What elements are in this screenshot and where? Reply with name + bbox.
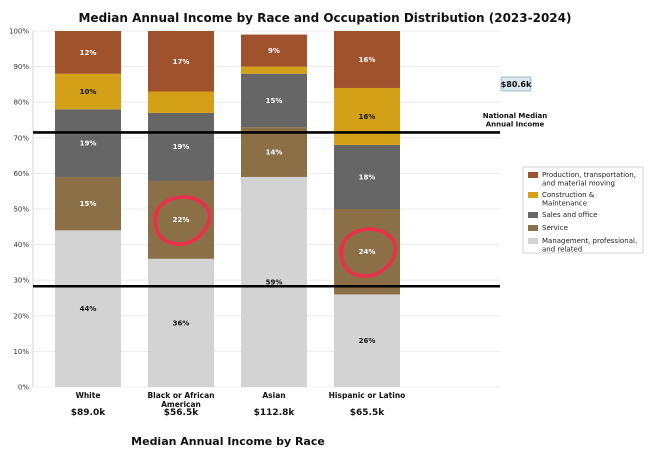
y-axis-ticks: 0% 10% 20% 30% 40% 50% 60% 70% 80% 90% 100%: [9, 28, 29, 392]
highlight-circle: [339, 227, 397, 278]
y-tick-label: 20%: [13, 312, 29, 320]
legend-entry: Management, professional, and related: [542, 237, 637, 254]
bar-value-label: 24%: [359, 248, 376, 256]
bars: 44% 15% 19% 10% 12% 36% 22% 19% 17% 59% 14% 15% 9% 26…: [55, 31, 400, 387]
bar-value-label: 9%: [268, 47, 280, 55]
y-tick-label: 80%: [13, 99, 29, 107]
bar-segment: [241, 73, 307, 128]
bar-segment: [148, 91, 214, 113]
x-category-label-line: American: [161, 400, 201, 409]
reference-value: $80.6k: [501, 80, 532, 89]
legend-swatch: [528, 172, 538, 178]
legend-entry: Production, transportation, and material …: [542, 171, 636, 188]
x-category-label: Hispanic or Latino: [329, 391, 406, 400]
bar-segment: [55, 176, 121, 231]
x-category-label: Black or African American: [147, 391, 214, 409]
y-tick-label: 30%: [13, 277, 29, 285]
bar-segment: [148, 258, 214, 387]
legend-entry-line: Production, transportation,: [542, 171, 636, 179]
highlight-circles: [153, 195, 397, 278]
bar-segment: [241, 176, 307, 387]
y-tick-label: 10%: [13, 348, 29, 356]
bar-value-label: 17%: [173, 58, 190, 66]
bar-value-label: 22%: [173, 216, 190, 224]
x-axis-labels: White $89.0k Black or African American$56.5…: [71, 391, 406, 418]
bar-segment: [334, 87, 400, 145]
bar-segment: [55, 31, 121, 74]
bar-segment: [241, 34, 307, 67]
reference-label-line: National Median: [483, 112, 548, 120]
income-label: $65.5k: [350, 408, 385, 418]
bar-segment: [148, 31, 214, 92]
legend-entry-line: Sales and office: [542, 211, 597, 219]
bar-segment: [334, 144, 400, 209]
bar-value-label: 16%: [359, 56, 376, 64]
chart-title: Median Annual Income by Race and Occupat…: [78, 11, 571, 25]
bar-value-label: 26%: [359, 337, 376, 345]
bar-segment: [55, 109, 121, 177]
bar-segment: [241, 127, 307, 177]
income-label: $56.5k: [164, 408, 199, 418]
y-tick-label: 90%: [13, 63, 29, 71]
x-category-label: White: [76, 391, 101, 400]
highlight-circle: [153, 195, 211, 246]
bar-segment: [334, 31, 400, 88]
x-category-label-line: Black or African: [147, 391, 214, 400]
reference-label-line: Annual Income: [486, 121, 545, 129]
bar-segment: [148, 112, 214, 181]
bar-segment: [241, 66, 307, 74]
bar-value-label: 12%: [80, 49, 97, 57]
bar-segment: [334, 209, 400, 295]
reference-value-box: [500, 76, 532, 92]
legend-entry-line: Maintenance: [542, 200, 587, 208]
y-tick-label: 40%: [13, 241, 29, 249]
bar-value-label: 44%: [80, 305, 97, 313]
income-label: $89.0k: [71, 408, 106, 418]
legend-swatch: [528, 225, 538, 231]
bar-segment: [55, 73, 121, 110]
legend-entry: Construction & Maintenance: [542, 191, 595, 208]
bar-value-label: 18%: [359, 173, 376, 181]
x-axis-title: Median Annual Income by Race: [131, 435, 325, 448]
bar-segment: [334, 294, 400, 387]
legend-entry: Service: [542, 224, 568, 232]
bar-segment: [55, 230, 121, 387]
bar-value-label: 36%: [173, 319, 190, 327]
income-label: $112.8k: [254, 408, 296, 418]
bar-value-label: 14%: [266, 149, 283, 157]
legend-entry-line: Service: [542, 224, 568, 232]
bar-value-label: 19%: [173, 143, 190, 151]
legend: Production, transportation, and material …: [522, 166, 644, 254]
reference-lines: National Median Annual Income $80.6k: [33, 76, 548, 288]
bar-value-label: 15%: [266, 97, 283, 105]
legend-swatch: [528, 212, 538, 218]
y-tick-label: 0%: [18, 384, 29, 392]
legend-entry-line: and material moving: [542, 180, 615, 188]
bar-value-label: 19%: [80, 140, 97, 148]
legend-entry-line: Construction &: [542, 191, 595, 199]
y-tick-label: 60%: [13, 170, 29, 178]
x-category-label: Asian: [262, 391, 285, 400]
legend-box: [522, 166, 644, 254]
bar-value-label: 16%: [359, 113, 376, 121]
bar-value-label: 10%: [80, 88, 97, 96]
legend-swatch: [528, 192, 538, 198]
bar-value-label: 59%: [266, 278, 283, 286]
reference-label: National Median Annual Income: [483, 112, 548, 129]
y-tick-label: 100%: [9, 28, 29, 36]
legend-entry: Sales and office: [542, 211, 597, 219]
x-category-label-line: Asian: [262, 391, 285, 400]
x-category-label-line: Hispanic or Latino: [329, 391, 406, 400]
bar-value-label: 15%: [80, 200, 97, 208]
legend-swatch: [528, 238, 538, 244]
legend-entry-line: and related: [542, 246, 582, 254]
x-category-label-line: White: [76, 391, 101, 400]
legend-entry-line: Management, professional,: [542, 237, 637, 245]
y-tick-label: 50%: [13, 206, 29, 214]
y-tick-label: 70%: [13, 134, 29, 142]
